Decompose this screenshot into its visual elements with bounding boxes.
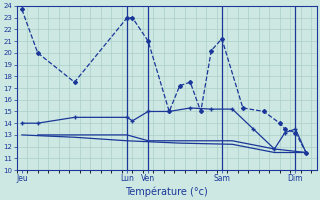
- X-axis label: Température (°c): Température (°c): [125, 186, 208, 197]
